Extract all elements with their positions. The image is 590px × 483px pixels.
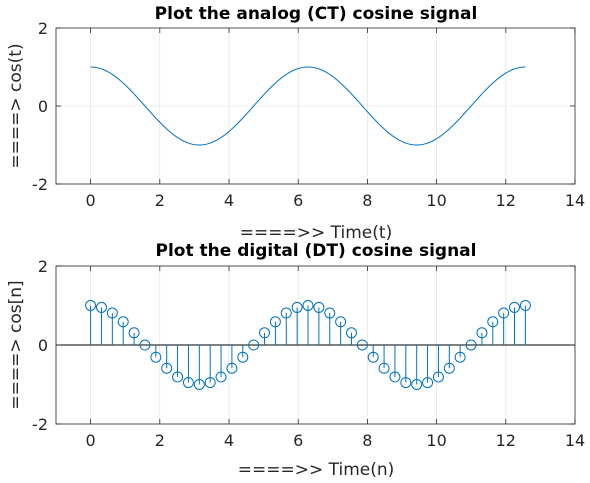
analog-y-axis-label: ====> cos(t) — [6, 43, 26, 168]
digital-stem-series — [85, 300, 531, 390]
digital-chart-title: Plot the digital (DT) cosine signal — [156, 241, 477, 261]
digital-y-axis-label: ====> cos[n] — [6, 280, 26, 409]
stem-marker — [367, 351, 379, 363]
analog-cosine-curve-group — [90, 66, 526, 146]
stem-marker — [378, 362, 390, 374]
analog-x-tick-2: 2 — [155, 191, 165, 210]
stem-marker — [335, 316, 347, 328]
stem-marker — [465, 339, 477, 351]
digital-y-tick-2: 2 — [38, 257, 48, 276]
stem-marker — [172, 371, 184, 383]
stem-marker — [509, 301, 521, 313]
digital-x-tick-2: 2 — [155, 431, 165, 450]
stem-marker — [259, 327, 271, 339]
digital-y-tick--2: -2 — [32, 415, 48, 434]
stem-marker — [85, 300, 97, 311]
analog-x-tick-4: 4 — [224, 191, 234, 210]
analog-x-tick-12: 12 — [496, 191, 516, 210]
stem-marker — [106, 307, 118, 319]
analog-cosine-subplot: 0 2 4 6 8 10 12 14 -2 0 2 Plot the analog (CT) co… — [6, 4, 585, 243]
stem-marker — [161, 362, 173, 374]
analog-chart-title: Plot the analog (CT) cosine signal — [155, 4, 478, 24]
digital-x-tick-10: 10 — [426, 431, 446, 450]
digital-x-tick-8: 8 — [362, 431, 372, 450]
digital-x-tick-4: 4 — [224, 431, 234, 450]
stem-marker — [291, 301, 303, 313]
stem-marker — [302, 300, 314, 311]
stem-marker — [487, 316, 499, 328]
stem-marker — [204, 377, 216, 389]
stem-marker — [454, 351, 466, 363]
stem-marker — [356, 339, 368, 351]
digital-y-tick-0: 0 — [38, 336, 48, 355]
analog-gridlines — [56, 28, 575, 184]
stem-marker — [389, 371, 401, 383]
stem-marker — [345, 327, 357, 339]
stem-marker — [215, 371, 227, 383]
stem-marker — [182, 377, 194, 389]
analog-x-axis-label: ====>> Time(t) — [240, 223, 392, 243]
stem-marker — [150, 351, 162, 363]
stem-marker — [226, 362, 238, 374]
stem-marker — [519, 300, 531, 311]
digital-x-tick-0: 0 — [86, 431, 96, 450]
stem-marker — [95, 301, 107, 313]
stem-marker — [248, 339, 260, 351]
digital-x-tick-12: 12 — [496, 431, 516, 450]
analog-x-tick-8: 8 — [362, 191, 372, 210]
stem-marker — [432, 371, 444, 383]
stem-marker — [400, 377, 412, 389]
stem-marker — [269, 316, 281, 328]
digital-x-tick-6: 6 — [293, 431, 303, 450]
stem-marker — [422, 377, 434, 389]
analog-y-tick--2: -2 — [32, 175, 48, 194]
stem-marker — [324, 307, 336, 319]
stem-marker — [411, 379, 423, 390]
analog-x-tick-14: 14 — [565, 191, 585, 210]
digital-x-tick-labels: 0 2 4 6 8 10 12 14 — [86, 266, 585, 450]
analog-x-tick-labels: 0 2 4 6 8 10 12 14 — [86, 28, 585, 210]
analog-x-tick-0: 0 — [86, 191, 96, 210]
stem-marker — [117, 316, 129, 328]
stem-marker — [237, 351, 249, 363]
analog-x-tick-6: 6 — [293, 191, 303, 210]
analog-x-tick-10: 10 — [426, 191, 446, 210]
analog-y-tick-labels: -2 0 2 — [32, 19, 575, 194]
analog-cosine-line — [90, 66, 526, 146]
stem-marker — [280, 307, 292, 319]
stem-marker — [498, 307, 510, 319]
stem-marker — [313, 301, 325, 313]
analog-y-tick-0: 0 — [38, 97, 48, 116]
digital-y-tick-labels: -2 0 2 — [32, 257, 575, 434]
digital-cosine-subplot: 0 2 4 6 8 10 12 14 -2 0 2 Plot the digital (DT) c… — [6, 241, 585, 480]
analog-y-tick-2: 2 — [38, 19, 48, 38]
digital-x-axis-label: ====>> Time(n) — [238, 460, 395, 480]
digital-x-tick-14: 14 — [565, 431, 585, 450]
stem-marker — [476, 327, 488, 339]
stem-marker — [128, 327, 140, 339]
stem-marker — [139, 339, 151, 351]
stem-marker — [443, 362, 455, 374]
stem-marker — [193, 379, 205, 390]
